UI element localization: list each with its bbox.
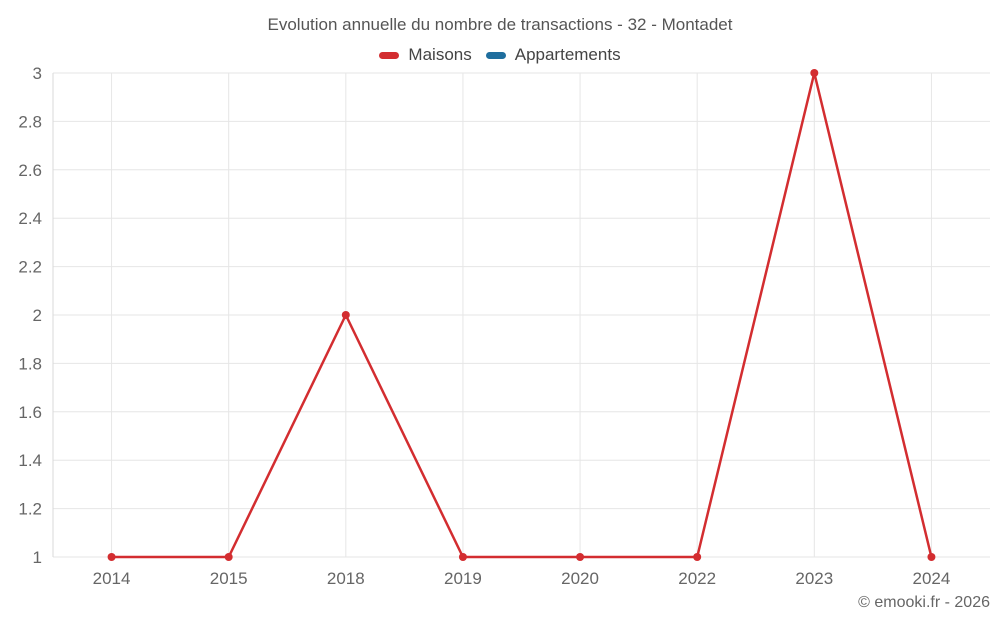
y-tick-label: 2.8 — [18, 112, 42, 131]
legend: Maisons Appartements — [0, 44, 1000, 66]
x-tick-label: 2019 — [444, 569, 482, 588]
x-tick-label: 2015 — [210, 569, 248, 588]
x-tick-label: 2018 — [327, 569, 365, 588]
y-tick-label: 1.8 — [18, 354, 42, 373]
x-tick-label: 2023 — [795, 569, 833, 588]
data-point-maisons-2023[interactable] — [810, 69, 819, 77]
legend-label-maisons: Maisons — [408, 45, 472, 64]
series-line-maisons — [111, 71, 933, 559]
x-tick-label: 2014 — [93, 569, 131, 588]
x-tick-label: 2024 — [913, 569, 951, 588]
legend-swatch-appartements — [485, 51, 506, 59]
y-tick-label: 1.2 — [18, 500, 42, 519]
data-point-maisons-2018[interactable] — [341, 311, 350, 319]
chart-title: Evolution annuelle du nombre de transact… — [267, 15, 733, 34]
data-point-maisons-2014[interactable] — [107, 553, 116, 561]
y-tick-label: 2.4 — [18, 209, 42, 228]
x-tick-label: 2020 — [561, 569, 599, 588]
legend-item-appartements[interactable]: Appartements — [485, 45, 621, 65]
legend-item-maisons[interactable]: Maisons — [379, 45, 472, 65]
legend-label-appartements: Appartements — [514, 45, 621, 64]
y-tick-label: 1.6 — [18, 403, 42, 422]
y-tick-label: 2.6 — [18, 161, 42, 180]
data-point-maisons-2020[interactable] — [576, 553, 585, 561]
copyright: © emooki.fr - 2026 — [858, 594, 990, 611]
data-point-maisons-2015[interactable] — [224, 553, 233, 561]
data-point-maisons-2019[interactable] — [458, 553, 467, 561]
y-tick-label: 2 — [33, 306, 42, 325]
x-tick-label: 2022 — [678, 569, 716, 588]
legend-swatch-maisons — [379, 51, 400, 59]
y-tick-label: 1.4 — [18, 451, 42, 470]
data-point-maisons-2024[interactable] — [927, 553, 936, 561]
data-point-maisons-2022[interactable] — [693, 553, 702, 561]
y-tick-label: 1 — [33, 548, 42, 567]
y-tick-label: 3 — [33, 64, 42, 83]
y-tick-label: 2.2 — [18, 258, 42, 277]
